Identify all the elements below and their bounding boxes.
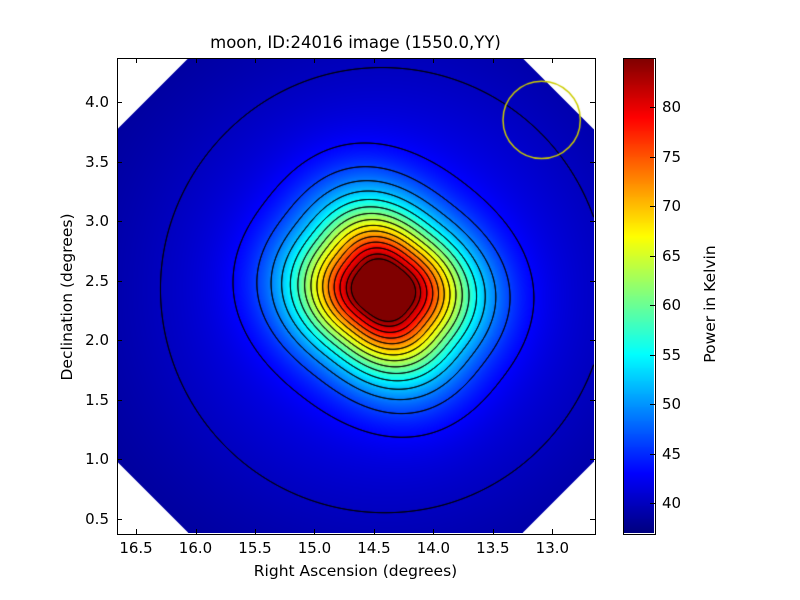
x-tick-mark-top [552, 58, 554, 63]
colorbar-tick-label: 70 [662, 197, 682, 216]
x-tick-label: 16.0 [178, 539, 213, 557]
y-tick-label: 0.5 [85, 509, 109, 528]
colorbar-tick-label: 75 [662, 147, 682, 166]
y-tick-mark [117, 459, 122, 461]
colorbar-label: Power in Kelvin [701, 245, 719, 363]
y-axis-label: Declination (degrees) [58, 213, 76, 381]
x-tick-mark-top [373, 58, 375, 63]
y-tick-mark-right [590, 399, 595, 401]
x-tick-mark-top [314, 58, 316, 63]
x-tick-mark-top [195, 58, 197, 63]
colorbar-tick-label: 55 [662, 345, 682, 364]
y-tick-label: 4.0 [85, 93, 109, 112]
y-tick-mark [117, 221, 122, 223]
y-tick-mark-right [590, 221, 595, 223]
colorbar-tick-label: 80 [662, 98, 682, 117]
colorbar-tick-label: 40 [662, 494, 682, 513]
x-axis-label: Right Ascension (degrees) [253, 562, 458, 580]
x-tick-label: 15.5 [238, 539, 272, 557]
x-tick-mark [136, 529, 138, 534]
y-tick-mark-right [590, 340, 595, 342]
x-tick-mark [373, 529, 375, 534]
colorbar-tick-label: 65 [662, 246, 682, 265]
colorbar-tick-mark [650, 156, 655, 158]
colorbar-tick-label: 60 [662, 296, 682, 315]
x-tick-mark-top [136, 58, 138, 63]
contour-plot [117, 58, 594, 533]
colorbar-tick-mark [650, 255, 655, 257]
y-tick-mark [117, 280, 122, 282]
y-tick-mark [117, 518, 122, 520]
y-tick-mark-right [590, 518, 595, 520]
y-tick-mark [117, 102, 122, 104]
x-tick-mark [492, 529, 494, 534]
x-tick-mark [314, 529, 316, 534]
colorbar-tick-mark [650, 305, 655, 307]
y-tick-label: 1.5 [85, 390, 109, 409]
colorbar-tick-mark [650, 453, 655, 455]
y-tick-mark [117, 340, 122, 342]
x-tick-mark [433, 529, 435, 534]
x-tick-label: 14.0 [416, 539, 451, 557]
x-tick-mark [195, 529, 197, 534]
colorbar-tick-mark [650, 404, 655, 406]
x-tick-mark [254, 529, 256, 534]
y-tick-mark-right [590, 102, 595, 104]
x-tick-label: 13.5 [476, 539, 510, 557]
colorbar-tick-label: 50 [662, 395, 682, 414]
colorbar-tick-mark [650, 503, 655, 505]
x-tick-label: 13.0 [535, 539, 570, 557]
y-tick-label: 2.5 [85, 271, 109, 290]
x-tick-mark [552, 529, 554, 534]
y-tick-mark [117, 399, 122, 401]
colorbar [623, 58, 654, 533]
x-tick-label: 14.5 [357, 539, 391, 557]
x-tick-mark-top [492, 58, 494, 63]
x-tick-mark-top [433, 58, 435, 63]
page-title: moon, ID:24016 image (1550.0,YY) [210, 33, 501, 52]
y-tick-mark-right [590, 459, 595, 461]
y-tick-mark-right [590, 161, 595, 163]
x-tick-label: 16.5 [119, 539, 153, 557]
y-tick-label: 1.0 [85, 450, 109, 469]
colorbar-tick-label: 45 [662, 444, 682, 463]
y-tick-mark [117, 161, 122, 163]
y-tick-label: 3.5 [85, 152, 109, 171]
colorbar-tick-mark [650, 107, 655, 109]
y-tick-mark-right [590, 280, 595, 282]
x-tick-label: 15.0 [297, 539, 332, 557]
y-tick-label: 3.0 [85, 212, 109, 231]
colorbar-tick-mark [650, 206, 655, 208]
colorbar-tick-mark [650, 354, 655, 356]
x-tick-mark-top [254, 58, 256, 63]
y-tick-label: 2.0 [85, 331, 109, 350]
